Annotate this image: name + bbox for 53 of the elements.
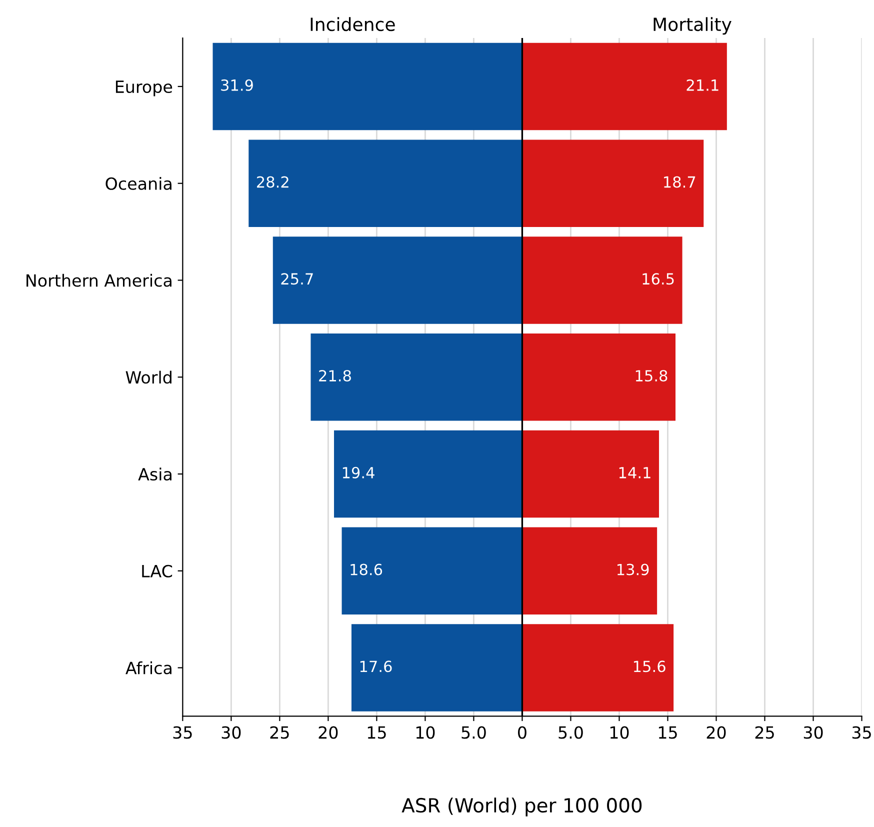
x-tick-label: 15: [658, 726, 677, 739]
x-axis-title: ASR (World) per 100 000: [402, 798, 642, 816]
bar: [212, 42, 522, 130]
bar: [522, 140, 704, 227]
x-tick-label: 30: [804, 726, 823, 739]
x-tick-label: 20: [706, 726, 726, 739]
x-tick-label: 5.0: [462, 726, 486, 739]
x-tick-label: 20: [318, 726, 338, 739]
bar: [522, 527, 658, 614]
x-tick-label: 0: [518, 726, 526, 739]
x-tick-label: 10: [416, 726, 435, 739]
x-tick-label: 30: [222, 726, 241, 739]
y-tick-label: Oceania: [106, 177, 172, 190]
data-label: 31.9: [221, 79, 253, 91]
y-tick-label: Asia: [138, 468, 172, 481]
x-tick-label: 5.0: [558, 726, 583, 739]
data-label: 28.2: [257, 176, 288, 188]
bar: [334, 430, 522, 518]
y-tick-label: Europe: [116, 80, 172, 96]
data-label: 18.6: [350, 564, 382, 576]
y-tick-label: Africa: [126, 661, 172, 674]
series-label: Incidence: [310, 17, 395, 32]
x-tick-label: 35: [852, 726, 871, 739]
y-tick-label: World: [126, 370, 172, 384]
data-label: 19.4: [342, 466, 374, 478]
y-tick-label: Northern America: [26, 274, 172, 287]
bar: [522, 624, 674, 712]
bar: [522, 430, 660, 518]
data-label: 18.7: [664, 176, 696, 188]
bar: [272, 236, 522, 324]
data-label: 16.5: [642, 273, 674, 285]
data-label: 17.6: [360, 660, 392, 672]
x-tick-label: 10: [610, 726, 629, 739]
bar: [522, 334, 676, 421]
bar: [522, 236, 682, 324]
bar: [351, 624, 522, 712]
x-tick-label: 25: [270, 726, 289, 739]
bar: [310, 334, 522, 421]
x-tick-label: 25: [755, 726, 774, 739]
x-tick-label: 35: [173, 726, 192, 739]
data-label: 15.8: [636, 370, 668, 382]
series-label: Mortality: [654, 17, 732, 35]
data-label: 21.1: [686, 79, 718, 91]
bar: [342, 527, 522, 614]
x-tick-label: 15: [368, 726, 386, 739]
data-label: 25.7: [281, 273, 313, 285]
data-label: 14.1: [619, 467, 650, 478]
bar: [522, 42, 727, 130]
data-label: 21.8: [319, 370, 351, 382]
bar: [248, 140, 522, 227]
data-label: 15.6: [634, 660, 666, 672]
y-tick-label: LAC: [142, 564, 172, 578]
data-label: 13.9: [617, 564, 649, 576]
